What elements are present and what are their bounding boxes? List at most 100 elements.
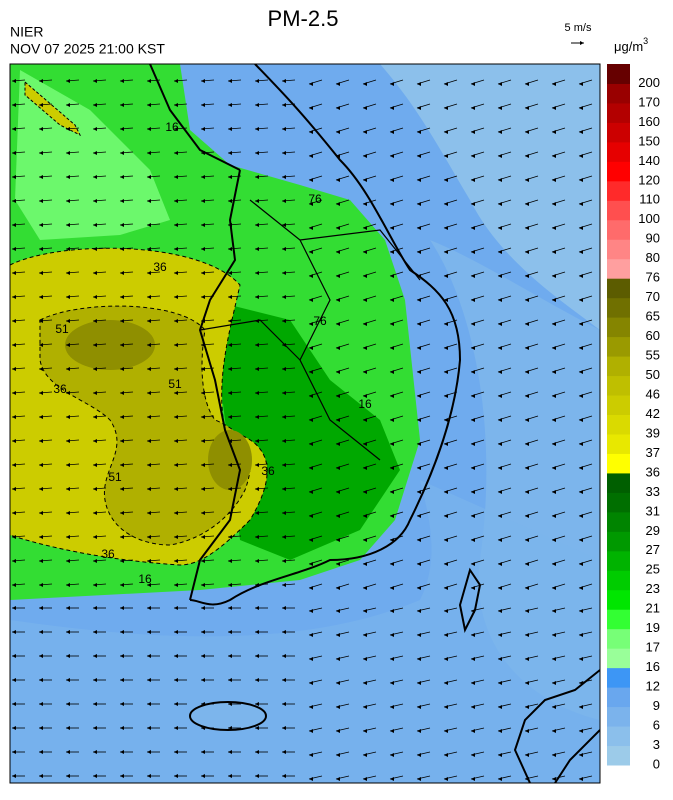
- wind-arrow-head: [147, 726, 151, 730]
- wind-arrow-head: [525, 705, 529, 709]
- wind-arrow-head: [390, 562, 394, 566]
- wind-arrow-head: [552, 226, 556, 230]
- wind-arrow-head: [309, 753, 313, 757]
- wind-arrow-head: [174, 247, 178, 251]
- wind-arrow-head: [552, 370, 556, 374]
- wind-arrow-head: [471, 633, 475, 637]
- wind-arrow-head: [93, 630, 97, 634]
- wind-arrow-head: [174, 702, 178, 706]
- wind-arrow-head: [417, 322, 421, 326]
- wind-arrow-head: [498, 705, 502, 709]
- wind-arrow-head: [336, 130, 340, 134]
- wind-arrow-head: [228, 199, 232, 203]
- wind-arrow-head: [174, 654, 178, 658]
- wind-arrow-head: [12, 774, 16, 778]
- wind-arrow-head: [66, 319, 70, 323]
- colorbar-segment: [607, 161, 630, 182]
- wind-arrow-head: [444, 322, 448, 326]
- colorbar-segment: [607, 258, 630, 279]
- wind-arrow-head: [201, 415, 205, 419]
- wind-arrow-head: [174, 367, 178, 371]
- wind-arrow-head: [363, 178, 367, 182]
- colorbar-segment: [607, 628, 630, 649]
- wind-arrow-head: [93, 702, 97, 706]
- wind-arrow-head: [363, 586, 367, 590]
- wind-arrow-head: [228, 343, 232, 347]
- wind-arrow-head: [174, 487, 178, 491]
- wind-arrow-head: [336, 705, 340, 709]
- wind-arrow-head: [579, 538, 583, 542]
- wind-arrow-head: [390, 753, 394, 757]
- colorbar-segment: [607, 511, 630, 532]
- wind-arrow-head: [66, 750, 70, 754]
- wind-arrow-head: [417, 202, 421, 206]
- wind-arrow-head: [66, 439, 70, 443]
- wind-arrow-head: [255, 79, 259, 83]
- wind-arrow-head: [282, 391, 286, 395]
- wind-arrow-head: [66, 271, 70, 275]
- jeju-island: [189, 701, 267, 731]
- wind-arrow-head: [174, 535, 178, 539]
- wind-arrow-head: [525, 633, 529, 637]
- wind-arrow-head: [147, 415, 151, 419]
- wind-arrow-head: [390, 514, 394, 518]
- colorbar-label: 90: [646, 231, 660, 246]
- wind-arrow-head: [525, 586, 529, 590]
- wind-arrow-head: [363, 346, 367, 350]
- wind-arrow-head: [579, 346, 583, 350]
- wind-arrow-head: [12, 103, 16, 107]
- wind-arrow-head: [552, 586, 556, 590]
- wind-arrow-head: [66, 199, 70, 203]
- wind-arrow-head: [498, 130, 502, 134]
- wind-arrow-head: [471, 274, 475, 278]
- wind-arrow-head: [12, 511, 16, 515]
- wind-arrow-head: [309, 178, 313, 182]
- wind-arrow-head: [309, 82, 313, 86]
- wind-arrow-head: [336, 394, 340, 398]
- wind-arrow-head: [444, 777, 448, 781]
- wind-arrow-head: [282, 535, 286, 539]
- contour-label: 36: [261, 464, 275, 478]
- wind-arrow-head: [579, 370, 583, 374]
- wind-arrow-head: [228, 583, 232, 587]
- colorbar-segment: [607, 102, 630, 123]
- wind-arrow-head: [417, 154, 421, 158]
- wind-arrow-head: [363, 250, 367, 254]
- wind-arrow-head: [309, 322, 313, 326]
- wind-arrow-head: [120, 774, 124, 778]
- colorbar-segment: [607, 687, 630, 708]
- wind-arrow-head: [66, 391, 70, 395]
- wind-arrow-head: [390, 274, 394, 278]
- wind-arrow-head: [120, 271, 124, 275]
- wind-arrow-head: [336, 298, 340, 302]
- wind-arrow-head: [525, 466, 529, 470]
- wind-arrow-head: [66, 295, 70, 299]
- colorbar-label: 80: [646, 250, 660, 265]
- wind-arrow-head: [282, 726, 286, 730]
- wind-arrow-head: [255, 511, 259, 515]
- wind-arrow-head: [201, 487, 205, 491]
- wind-arrow-head: [12, 271, 16, 275]
- wind-arrow-head: [93, 319, 97, 323]
- wind-arrow-head: [174, 750, 178, 754]
- wind-arrow-head: [498, 657, 502, 661]
- wind-arrow-head: [579, 418, 583, 422]
- wind-arrow-head: [498, 394, 502, 398]
- wind-arrow-head: [174, 127, 178, 131]
- wind-arrow-head: [93, 271, 97, 275]
- wind-arrow-head: [579, 298, 583, 302]
- wind-arrow-head: [255, 367, 259, 371]
- wind-arrow-head: [525, 130, 529, 134]
- wind-arrow-head: [93, 223, 97, 227]
- wind-arrow-head: [309, 274, 313, 278]
- colorbar-segment: [607, 297, 630, 318]
- wind-arrow-head: [147, 199, 151, 203]
- wind-arrow-head: [93, 199, 97, 203]
- wind-arrow-head: [363, 705, 367, 709]
- wind-arrow-head: [390, 226, 394, 230]
- wind-arrow-head: [93, 295, 97, 299]
- wind-arrow-head: [93, 678, 97, 682]
- colorbar-segment: [607, 706, 630, 727]
- wind-arrow-head: [417, 82, 421, 86]
- wind-arrow-head: [471, 346, 475, 350]
